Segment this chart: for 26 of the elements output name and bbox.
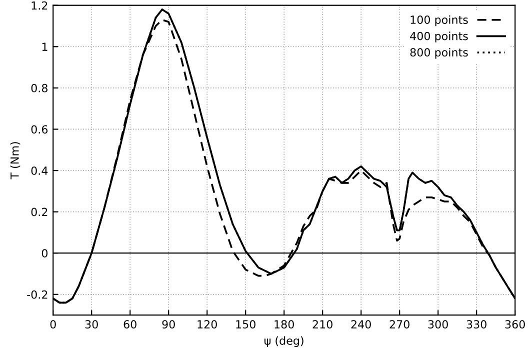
y-tick-label: -0.2 xyxy=(27,290,48,299)
x-tick-label: 300 xyxy=(428,320,448,329)
x-tick-label: 240 xyxy=(351,320,371,329)
y-tick-label: 1 xyxy=(42,42,48,51)
y-tick-label: 0.4 xyxy=(31,166,48,175)
x-tick-label: 150 xyxy=(236,320,256,329)
x-tick-label: 330 xyxy=(466,320,486,329)
y-tick-label: 0.8 xyxy=(31,84,48,92)
y-axis-title: T (Nm) xyxy=(10,142,20,180)
y-tick-label: 0.2 xyxy=(31,208,48,216)
y-tick-label: 1.2 xyxy=(32,1,48,10)
x-tick-label: 0 xyxy=(50,320,56,329)
y-tick-label: 0 xyxy=(42,249,48,258)
x-tick-label: 60 xyxy=(124,320,136,329)
x-tick-label: 270 xyxy=(390,320,410,329)
legend-label: 100 points xyxy=(410,15,468,26)
x-tick-label: 120 xyxy=(198,320,217,329)
x-tick-label: 180 xyxy=(274,320,294,329)
legend-label: 800 points xyxy=(410,48,468,59)
x-tick-label: 360 xyxy=(505,320,525,329)
y-tick-label: 0.6 xyxy=(31,125,48,134)
x-tick-label: 90 xyxy=(162,320,175,329)
x-tick-label: 210 xyxy=(312,320,332,329)
x-tick-label: 30 xyxy=(85,320,98,329)
legend-label: 400 points xyxy=(410,32,468,42)
x-axis-title: ψ (deg) xyxy=(264,336,304,347)
